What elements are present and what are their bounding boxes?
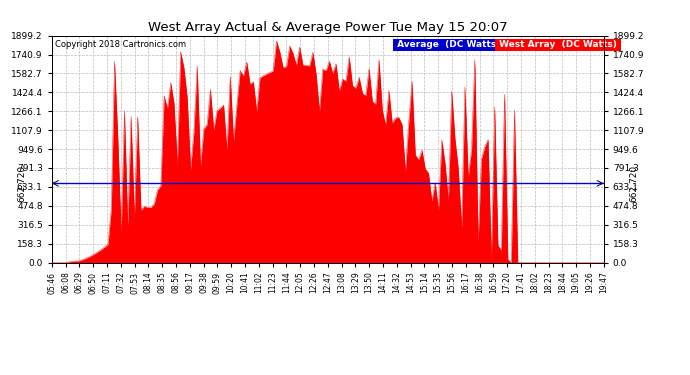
Text: 662.720: 662.720 [629, 165, 639, 202]
Text: Average  (DC Watts): Average (DC Watts) [394, 40, 504, 49]
Text: 662.720: 662.720 [17, 165, 26, 202]
Text: Copyright 2018 Cartronics.com: Copyright 2018 Cartronics.com [55, 40, 186, 49]
Text: West Array  (DC Watts): West Array (DC Watts) [496, 40, 620, 49]
Title: West Array Actual & Average Power Tue May 15 20:07: West Array Actual & Average Power Tue Ma… [148, 21, 508, 34]
